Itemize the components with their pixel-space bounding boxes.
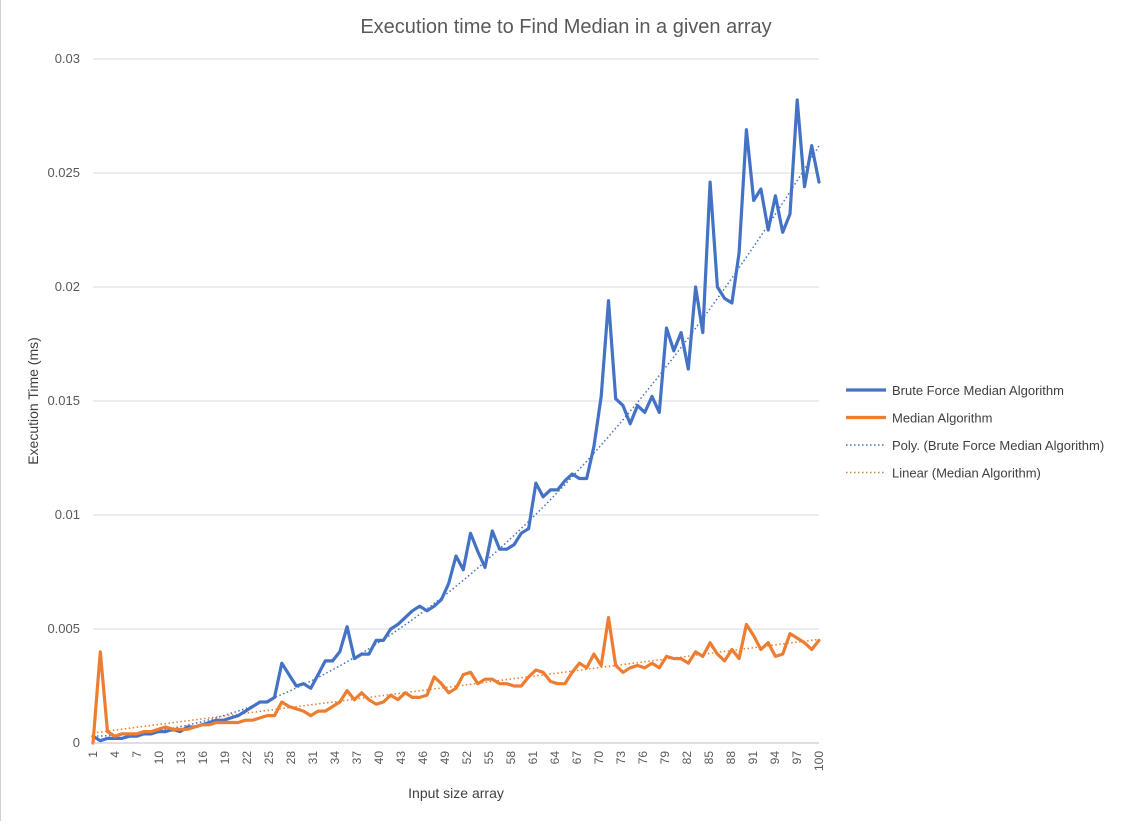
x-tick-label: 67 — [570, 751, 584, 765]
x-tick-label: 58 — [504, 751, 518, 765]
legend-label: Poly. (Brute Force Median Algorithm) — [892, 438, 1104, 453]
x-axis-title: Input size array — [408, 785, 504, 801]
y-tick-label: 0.02 — [55, 279, 80, 294]
axes: 0 0.005 0.01 0.015 0.02 0.025 0.03 1 4 7 10 13 16 19 2… — [47, 51, 826, 771]
x-tick-label: 1 — [86, 751, 100, 758]
y-tick-label: 0.025 — [47, 165, 80, 180]
x-tick-label: 52 — [460, 751, 474, 765]
x-tick-label: 61 — [526, 751, 540, 765]
x-tick-label: 97 — [790, 751, 804, 765]
y-axis-title: Execution Time (ms) — [25, 337, 41, 465]
chart-title: Execution time to Find Median in a given… — [360, 16, 771, 38]
trendlines — [92, 145, 820, 737]
y-tick-label: 0 — [73, 735, 80, 750]
y-tick-label: 0.005 — [47, 621, 80, 636]
legend-label: Linear (Median Algorithm) — [892, 466, 1041, 481]
x-tick-label: 28 — [284, 751, 298, 765]
x-tick-label: 22 — [240, 751, 254, 765]
x-tick-label: 79 — [658, 751, 672, 765]
x-tick-label: 13 — [174, 751, 188, 765]
x-tick-label: 19 — [218, 751, 232, 765]
x-tick-label: 10 — [152, 751, 166, 765]
x-tick-label: 82 — [680, 751, 694, 765]
x-tick-label: 88 — [724, 751, 738, 765]
y-tick-label: 0.01 — [55, 507, 80, 522]
y-tick-label: 0.03 — [55, 51, 80, 66]
data-series — [91, 98, 821, 745]
legend-label: Brute Force Median Algorithm — [892, 383, 1064, 398]
x-tick-label: 73 — [614, 751, 628, 765]
x-tick-label: 91 — [746, 751, 760, 765]
x-tick-label: 7 — [130, 751, 144, 758]
x-tick-label: 55 — [482, 751, 496, 765]
window-left-border — [0, 0, 1, 821]
gridlines — [93, 58, 819, 630]
x-tick-label: 31 — [306, 751, 320, 765]
x-tick-label: 4 — [108, 751, 122, 758]
x-tick-label: 25 — [262, 751, 276, 765]
x-tick-label: 85 — [702, 751, 716, 765]
series-line — [91, 615, 821, 745]
x-tick-label: 100 — [812, 751, 826, 771]
trendline — [93, 145, 820, 737]
x-tick-label: 43 — [394, 751, 408, 765]
x-tick-label: 40 — [372, 751, 386, 765]
legend-label: Median Algorithm — [892, 411, 992, 426]
x-tick-label: 34 — [328, 751, 342, 765]
x-tick-label: 49 — [438, 751, 452, 765]
x-tick-label: 76 — [636, 751, 650, 765]
x-tick-label: 37 — [350, 751, 364, 765]
x-tick-label: 64 — [548, 751, 562, 765]
x-tick-label: 16 — [196, 751, 210, 765]
legend: Brute Force Median Algorithm Median Algor… — [846, 383, 1104, 481]
x-tick-label: 70 — [592, 751, 606, 765]
x-tick-label: 46 — [416, 751, 430, 765]
x-tick-label: 94 — [768, 751, 782, 765]
series-line — [91, 98, 821, 743]
y-tick-label: 0.015 — [47, 393, 80, 408]
